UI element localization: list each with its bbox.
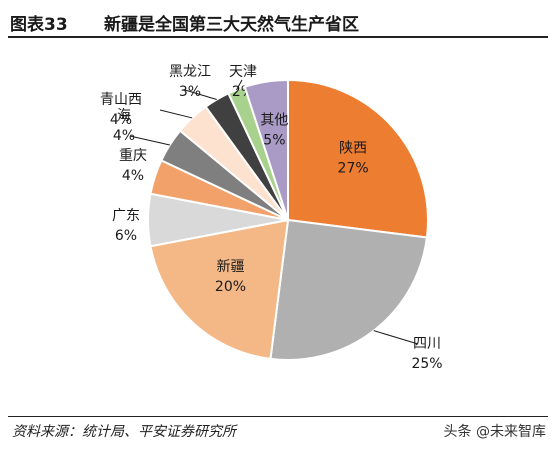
- slice-name-e9bb91e9be99e6b19f: 黑龙江: [169, 64, 211, 80]
- leader-line-e6b5b7: [129, 135, 170, 146]
- slice-name-e99995e8a5bf: 陕西: [339, 141, 367, 157]
- pie-slice-e59b9be5b79d: [269, 218, 429, 361]
- pie-chart: 陕西27%四川25%新疆20%广东6%重庆4%海4%青山西4%黑龙江3%天津2%…: [100, 64, 443, 372]
- leader-line-e9bb91e9be99e6b19f: [184, 89, 217, 100]
- pie-slice-e696b0e79686: [149, 218, 290, 361]
- leader-line-e59b9be5b79d: [373, 330, 419, 345]
- pie-slice-e99995e8a5bf: [287, 78, 429, 239]
- slice-value-e696b0e79686: 20%: [215, 279, 246, 295]
- slice-name-e6b5b7: 海: [117, 108, 131, 124]
- slice-name-e585b6e4bb96: 其他: [260, 112, 288, 128]
- pie-slice-e585b6e4bb96: [243, 78, 289, 221]
- title-divider: [8, 36, 548, 38]
- figure-header: 图表33 新疆是全国第三大天然气生产省区: [8, 6, 548, 38]
- chart-title: 新疆是全国第三大天然气生产省区: [104, 15, 359, 35]
- slice-value-e9878de5ba86: 4%: [122, 168, 144, 184]
- slice-value-e6b5b7: 4%: [113, 128, 135, 144]
- slice-value-e9bb91e9be99e6b19f: 3%: [179, 84, 201, 100]
- watermark: 头条 @未来智库: [443, 424, 546, 440]
- slice-name-e59b9be5b79d: 四川: [413, 336, 441, 352]
- source-note: 资料来源：统计局、平安证券研究所: [12, 424, 236, 440]
- slice-name-e5a4a9e6b4a5: 天津: [229, 64, 257, 80]
- slice-name-e696b0e79686: 新疆: [216, 259, 244, 275]
- slice-value-e99995e8a5bf: 27%: [338, 161, 369, 177]
- slice-value-e585b6e4bb96: 5%: [263, 132, 285, 148]
- leader-line-e99d92e5b1b1e8a5bf: [159, 109, 193, 119]
- slice-value-e99d92e5b1b1e8a5bf: 4%: [110, 112, 132, 128]
- slice-name-e99d92e5b1b1e8a5bf: 青山西: [100, 92, 142, 108]
- chart-area: 陕西 27% 四川 25% 新疆 20% 广东 6% 重庆 4% 海 4% 青山西 4% 黑龙江 3% 天津 2%…: [0, 40, 556, 416]
- slice-name-e5b9bfe4b89c: 广东: [112, 208, 140, 224]
- leader-line-e5a4a9e6b4a5: [236, 79, 243, 91]
- slice-value-e59b9be5b79d: 25%: [411, 356, 442, 372]
- figure-number: 图表33: [10, 15, 68, 35]
- slice-value-e5b9bfe4b89c: 6%: [115, 228, 137, 244]
- slice-name-e9878de5ba86: 重庆: [119, 148, 147, 164]
- footer-divider: [8, 416, 548, 417]
